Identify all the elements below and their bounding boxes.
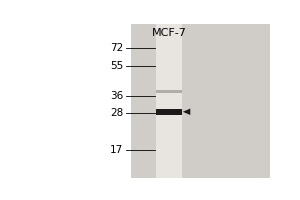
Polygon shape bbox=[183, 109, 190, 115]
Text: 36: 36 bbox=[110, 91, 124, 101]
Text: 28: 28 bbox=[110, 108, 124, 118]
Text: MCF-7: MCF-7 bbox=[152, 28, 186, 38]
Bar bbox=[156, 109, 182, 115]
Text: 17: 17 bbox=[110, 145, 124, 155]
Bar bbox=[156, 90, 182, 93]
Text: 55: 55 bbox=[110, 61, 124, 71]
Bar bbox=[130, 24, 270, 178]
Text: 72: 72 bbox=[110, 43, 124, 53]
Bar bbox=[156, 24, 182, 178]
